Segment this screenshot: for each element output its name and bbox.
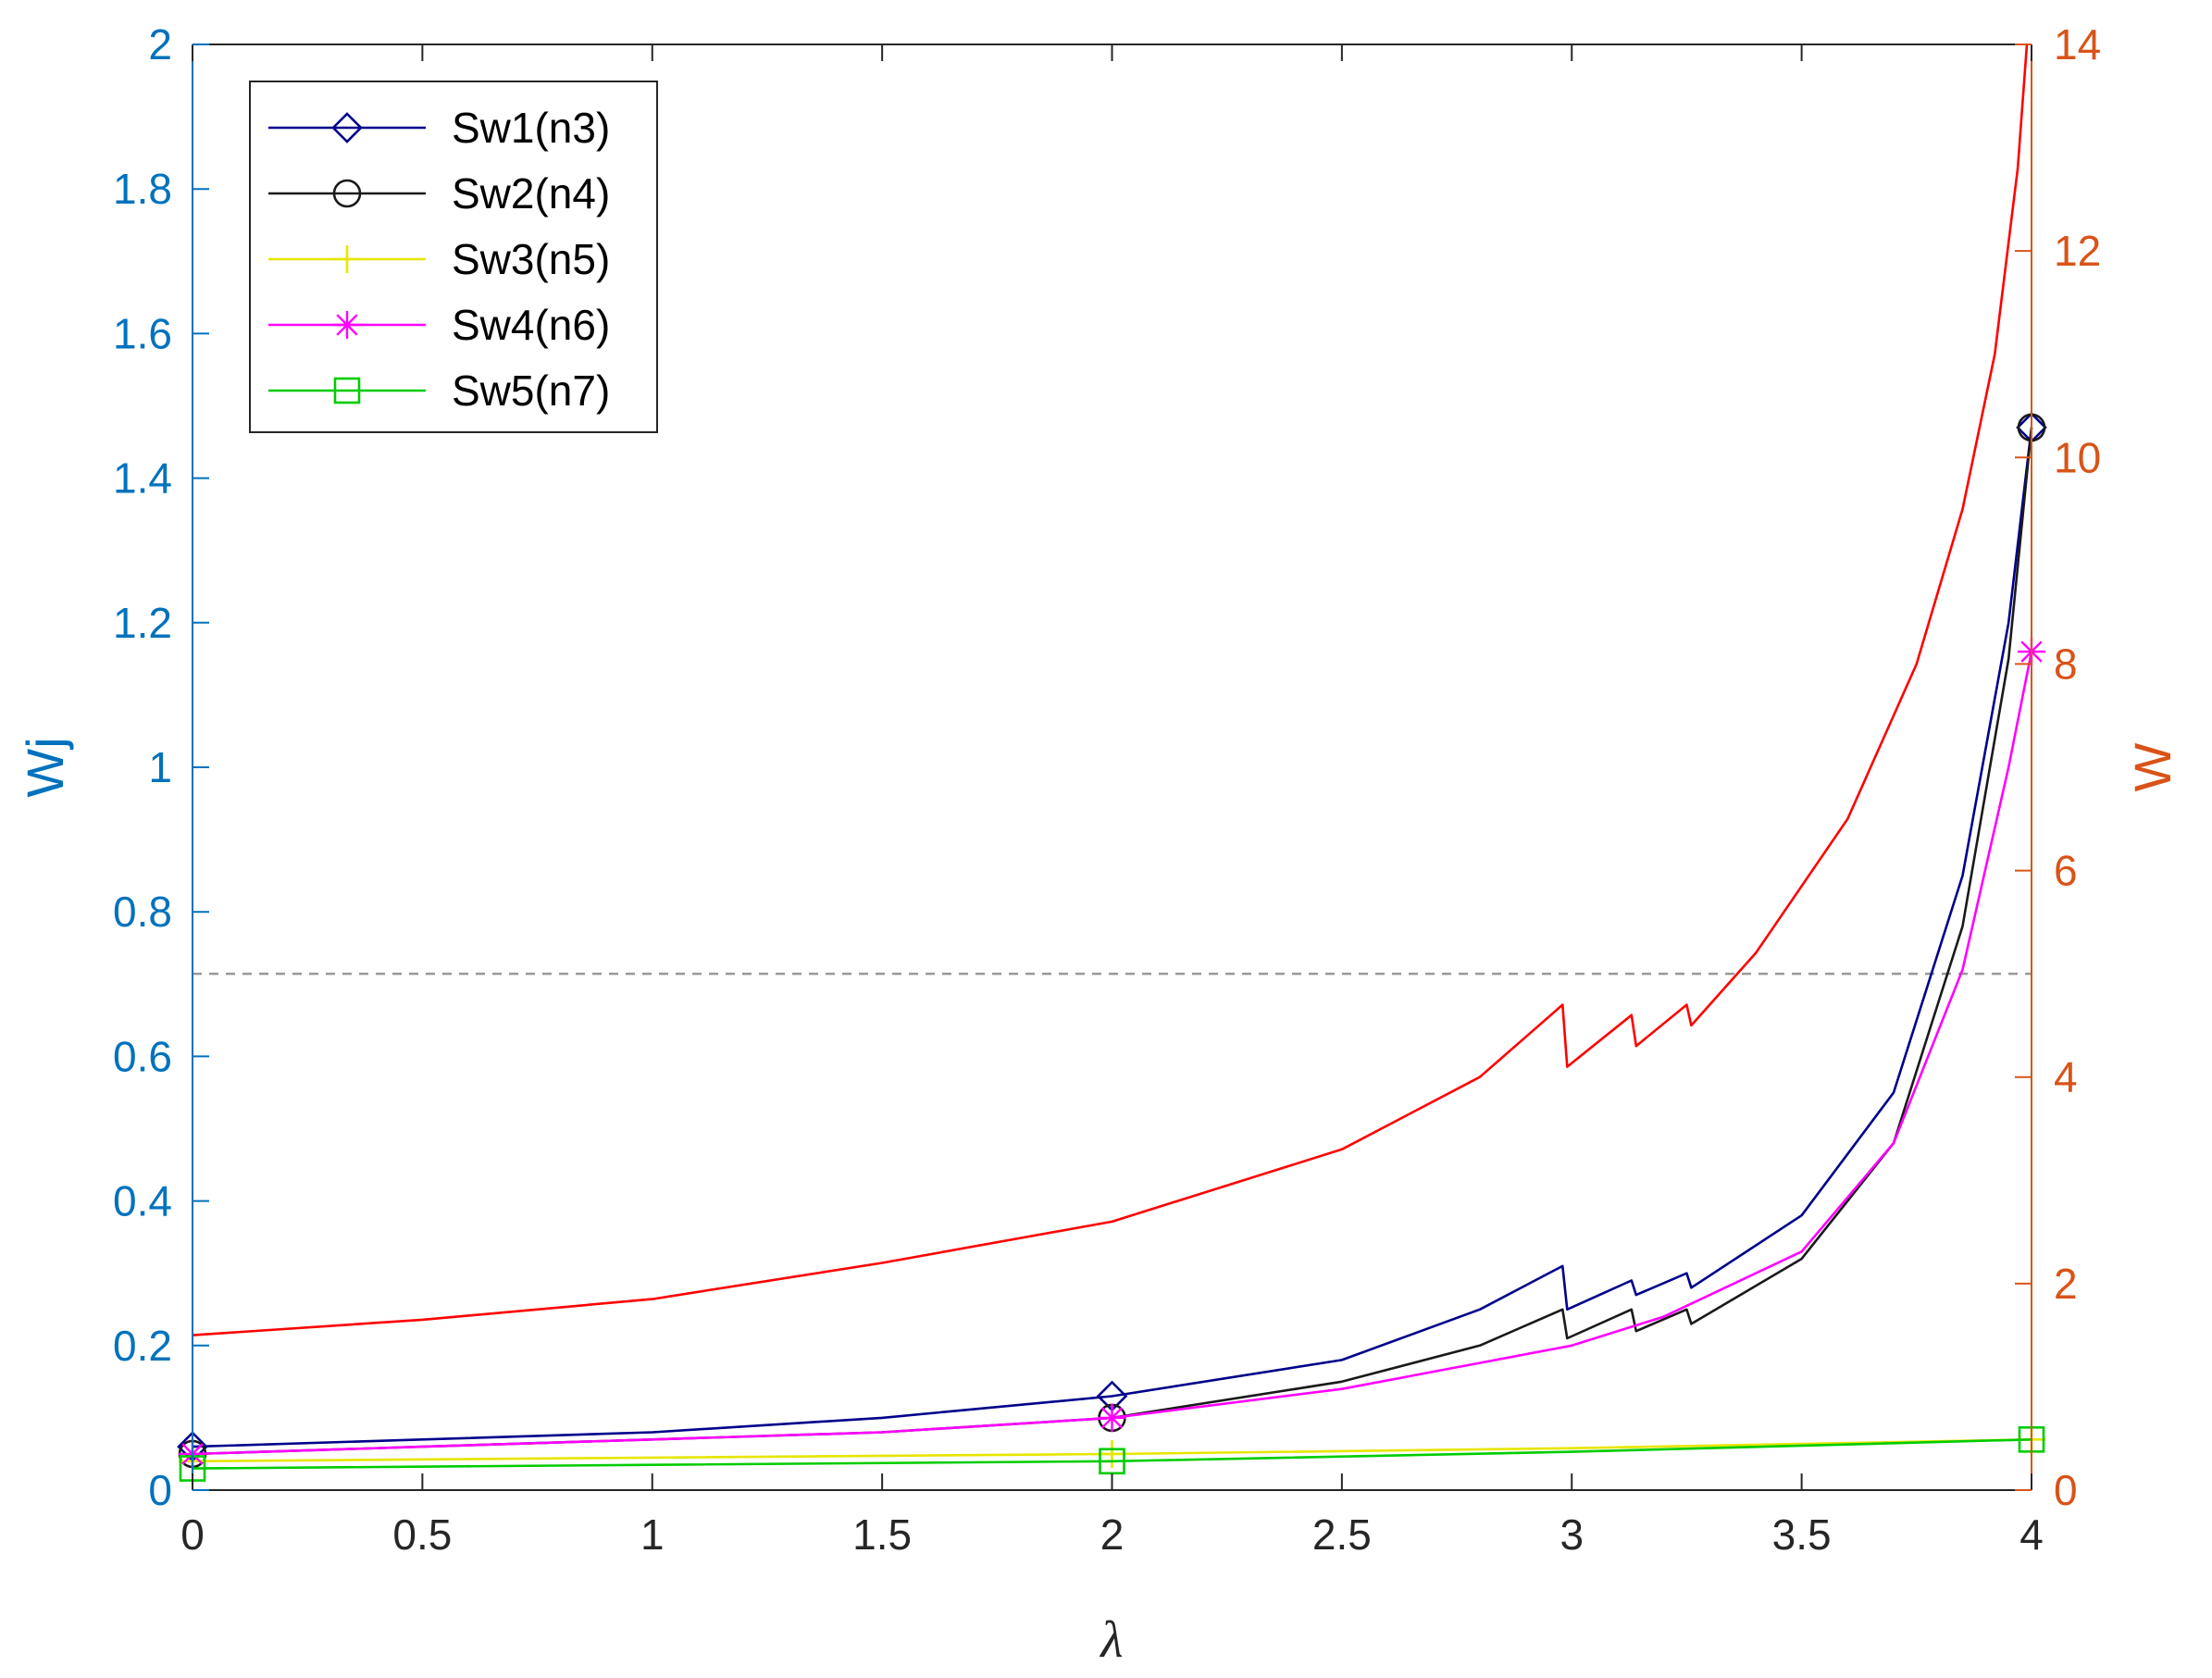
series-2-marker-1 bbox=[1098, 1439, 1126, 1468]
x-tick-label: 3.5 bbox=[1772, 1510, 1832, 1559]
left-tick-label: 1.2 bbox=[113, 599, 172, 647]
left-tick-label: 1.8 bbox=[113, 165, 172, 213]
x-tick-label: 4 bbox=[2019, 1510, 2044, 1559]
right-tick-label: 14 bbox=[2054, 20, 2101, 68]
x-tick-label: 3 bbox=[1560, 1510, 1584, 1559]
right-tick-label: 6 bbox=[2054, 847, 2078, 895]
legend-marker-3 bbox=[333, 311, 361, 339]
left-tick-label: 1 bbox=[148, 743, 172, 791]
x-tick-label: 0 bbox=[180, 1510, 205, 1559]
series-line-0 bbox=[192, 427, 2033, 1448]
right-tick-label: 8 bbox=[2054, 640, 2078, 688]
series-3-marker-1 bbox=[1098, 1403, 1126, 1432]
right-tick-label: 4 bbox=[2054, 1053, 2078, 1101]
right-tick-label: 12 bbox=[2054, 227, 2101, 275]
legend-marker-1 bbox=[332, 179, 362, 208]
left-tick-label: 1.6 bbox=[113, 309, 172, 357]
right-tick-label: 0 bbox=[2054, 1466, 2078, 1514]
legend-marker-2 bbox=[333, 245, 361, 273]
x-tick-label: 1 bbox=[640, 1510, 665, 1559]
legend-marker-4 bbox=[333, 377, 361, 404]
left-tick-label: 0.6 bbox=[113, 1032, 172, 1080]
legend-label-4: Sw5(n7) bbox=[452, 367, 610, 415]
series-line-4 bbox=[192, 1438, 2032, 1470]
x-tick-label: 1.5 bbox=[852, 1510, 912, 1559]
left-tick-label: 2 bbox=[148, 20, 172, 68]
left-tick-label: 1.4 bbox=[113, 454, 172, 503]
series-line-3 bbox=[192, 651, 2033, 1456]
legend-label-1: Sw2(n4) bbox=[452, 169, 610, 218]
x-axis-label: λ bbox=[1099, 1611, 1123, 1669]
right-y-axis-label: W bbox=[2123, 742, 2181, 791]
series-4-marker-1 bbox=[1099, 1448, 1125, 1475]
left-y-axis-label: Wj bbox=[16, 737, 74, 797]
legend-box bbox=[249, 81, 658, 433]
right-tick-label: 2 bbox=[2054, 1260, 2078, 1308]
legend-label-3: Sw4(n6) bbox=[452, 301, 610, 349]
legend-marker-0 bbox=[331, 112, 363, 143]
left-tick-label: 0.4 bbox=[113, 1177, 172, 1225]
x-tick-label: 0.5 bbox=[392, 1510, 452, 1559]
left-tick-label: 0.8 bbox=[113, 888, 172, 936]
left-tick-label: 0.2 bbox=[113, 1322, 172, 1370]
legend: Sw1(n3) Sw2(n4) Sw3(n5) Sw4(n6) Sw5(n7) bbox=[249, 81, 658, 433]
left-tick-label: 0 bbox=[148, 1466, 172, 1514]
series-line-5 bbox=[192, 44, 2029, 1336]
x-tick-label: 2 bbox=[1100, 1510, 1125, 1559]
right-tick-label: 10 bbox=[2054, 433, 2101, 481]
legend-label-0: Sw1(n3) bbox=[452, 104, 610, 152]
x-tick-label: 2.5 bbox=[1312, 1510, 1372, 1559]
legend-label-2: Sw3(n5) bbox=[452, 235, 610, 283]
